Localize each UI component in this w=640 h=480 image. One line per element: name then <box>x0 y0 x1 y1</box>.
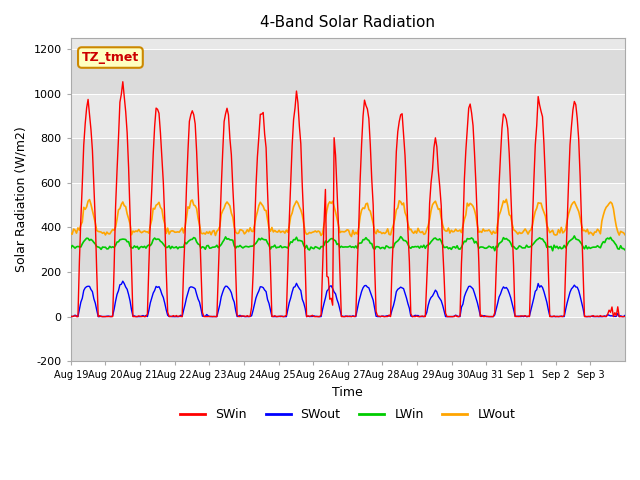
Y-axis label: Solar Radiation (W/m2): Solar Radiation (W/m2) <box>15 127 28 273</box>
Line: SWout: SWout <box>70 281 625 317</box>
SWout <box>546 313 554 319</box>
LWin <box>620 246 627 252</box>
SWout <box>618 314 626 320</box>
LWin <box>67 245 74 251</box>
LWin <box>352 243 360 249</box>
LWout <box>621 232 629 238</box>
SWout <box>119 278 127 284</box>
LWout <box>463 200 471 206</box>
LWout <box>502 196 510 202</box>
Text: TZ_tmet: TZ_tmet <box>82 51 139 64</box>
LWout <box>547 228 555 234</box>
LWin <box>462 239 470 245</box>
SWout <box>353 306 361 312</box>
LWin <box>545 244 552 250</box>
SWin <box>87 127 95 132</box>
LWout <box>86 197 93 203</box>
X-axis label: Time: Time <box>332 386 364 399</box>
SWout <box>103 313 111 319</box>
LWin <box>621 247 629 253</box>
Line: LWout: LWout <box>70 199 625 237</box>
SWin <box>104 314 112 320</box>
SWin <box>68 314 76 320</box>
Bar <box>70 317 625 361</box>
SWin <box>620 314 627 320</box>
SWout <box>463 287 471 292</box>
Bar <box>70 228 625 272</box>
Bar <box>70 49 625 94</box>
LWout <box>103 229 111 235</box>
SWin <box>355 225 362 230</box>
SWout <box>67 314 74 320</box>
Legend: SWin, SWout, LWin, LWout: SWin, SWout, LWin, LWout <box>175 403 520 426</box>
LWin <box>103 246 111 252</box>
LWin <box>86 238 93 243</box>
LWout <box>353 231 361 237</box>
SWin <box>547 313 555 319</box>
LWin <box>548 248 556 253</box>
Title: 4-Band Solar Radiation: 4-Band Solar Radiation <box>260 15 435 30</box>
SWout <box>86 284 93 289</box>
LWout <box>348 234 355 240</box>
LWin <box>570 233 578 239</box>
SWin <box>67 313 74 319</box>
SWin <box>621 314 629 320</box>
Line: SWin: SWin <box>70 82 625 317</box>
Bar <box>70 138 625 183</box>
LWout <box>620 230 627 236</box>
LWout <box>67 230 74 236</box>
Line: LWin: LWin <box>70 236 625 251</box>
SWin <box>465 105 472 111</box>
SWout <box>621 312 629 318</box>
SWin <box>119 79 127 84</box>
